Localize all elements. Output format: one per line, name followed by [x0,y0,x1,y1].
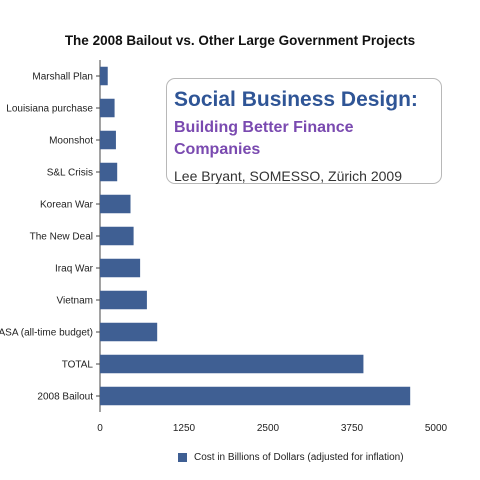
category-label: Moonshot [49,136,93,147]
chart-title: The 2008 Bailout vs. Other Large Governm… [64,33,416,48]
x-tick-label: 0 [97,423,103,434]
bar [100,226,134,246]
category-label: Marshall Plan [32,72,93,83]
bar [100,290,147,310]
category-label: S&L Crisis [47,168,93,179]
bar [100,386,411,406]
x-tick-label: 3750 [341,423,364,434]
category-label: Korean War [40,200,94,211]
category-label: Louisiana purchase [6,104,93,115]
presentation-title: Social Business Design: [174,88,418,111]
x-tick-label: 5000 [425,423,448,434]
category-label: The New Deal [30,232,93,243]
presentation-author: Lee Bryant, SOMESSO, Zürich 2009 [174,168,402,184]
category-label: Iraq War [55,264,94,275]
bar [100,130,116,150]
presentation-subtitle: Building Better Finance Companies [174,119,354,158]
category-label: TOTAL [62,360,94,371]
category-label: 2008 Bailout [37,392,93,403]
x-tick-label: 1250 [173,423,196,434]
presentation-title-card: Social Business Design: Building Better … [166,78,442,184]
bar [100,322,158,342]
category-label: NASA (all-time budget) [0,328,93,339]
x-tick-label: 2500 [257,423,280,434]
legend-swatch [178,453,187,462]
bar [100,162,118,182]
bar [100,98,115,118]
bar [100,194,131,214]
bar [100,258,141,278]
legend-label: Cost in Billions of Dollars (adjusted fo… [194,452,404,463]
chart-legend: Cost in Billions of Dollars (adjusted fo… [178,452,404,463]
bar [100,354,364,374]
category-label: Vietnam [56,296,93,307]
bar [100,66,108,86]
